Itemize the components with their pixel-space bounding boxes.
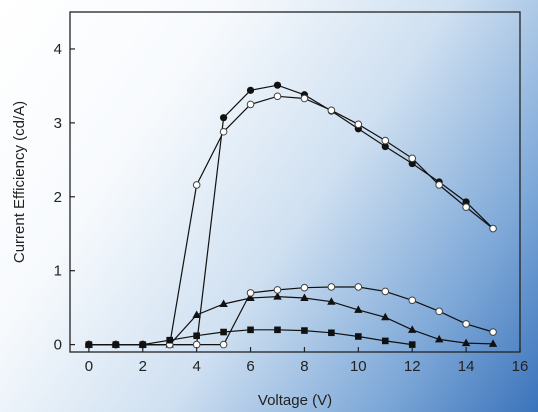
data-point: [408, 154, 417, 163]
data-point: [381, 337, 389, 345]
data-point: [273, 286, 282, 294]
data-point: [192, 310, 201, 319]
x-tick-label: 10: [350, 358, 367, 375]
data-point: [246, 289, 255, 297]
data-point: [327, 106, 336, 115]
data-point: [219, 299, 228, 307]
plot-frame: [69, 11, 521, 353]
data-point: [434, 334, 444, 343]
x-axis-label: Voltage (V): [258, 392, 332, 409]
data-point: [219, 127, 228, 136]
y-tick-label: 0: [54, 337, 62, 354]
x-tick-label: 8: [300, 358, 308, 375]
x-tick-label: 14: [458, 358, 475, 375]
data-point: [354, 305, 363, 313]
data-point: [192, 181, 201, 189]
data-point: [246, 293, 255, 302]
data-point: [273, 92, 282, 101]
y-tick-label: 4: [54, 41, 62, 58]
data-point: [327, 297, 336, 305]
data-point: [462, 198, 470, 206]
data-point: [408, 296, 417, 305]
data-point: [246, 100, 255, 109]
data-point: [192, 340, 201, 349]
data-point: [274, 326, 281, 334]
data-point: [488, 339, 498, 347]
data-point: [219, 114, 228, 122]
data-point: [435, 181, 443, 189]
data-point: [300, 94, 309, 103]
series-1-line: [88, 84, 494, 346]
data-point: [408, 159, 416, 168]
data-point: [461, 338, 471, 347]
data-point: [301, 327, 308, 334]
data-point: [381, 136, 390, 145]
x-tick-label: 4: [192, 358, 200, 375]
data-point: [489, 224, 497, 233]
data-point: [354, 283, 363, 291]
data-point: [300, 293, 309, 302]
y-tick-label: 1: [54, 263, 62, 280]
data-point: [273, 292, 282, 300]
x-tick-label: 2: [139, 358, 147, 375]
data-point: [462, 320, 470, 328]
data-point: [435, 307, 443, 316]
data-point: [220, 328, 227, 336]
data-point: [328, 329, 335, 337]
data-point: [489, 328, 497, 336]
data-point: [408, 325, 417, 333]
series-2-line: [88, 95, 494, 346]
data-point: [300, 283, 309, 292]
series-4-line: [88, 286, 494, 346]
data-point: [247, 326, 254, 334]
data-point: [408, 341, 416, 348]
data-point: [381, 312, 390, 321]
data-point: [219, 340, 228, 349]
data-point: [381, 142, 389, 151]
data-point: [193, 332, 200, 340]
x-tick-label: 6: [246, 358, 254, 375]
x-tick-label: 16: [512, 358, 529, 375]
data-point: [273, 81, 282, 89]
y-tick-label: 3: [54, 115, 62, 132]
data-point: [166, 336, 174, 344]
data-point: [139, 341, 147, 348]
series-layer: [84, 81, 498, 349]
y-axis-label: Current Efficiency (cd/A): [11, 101, 28, 263]
series-3-line: [88, 295, 494, 346]
data-point: [381, 287, 390, 296]
x-tick-label: 0: [85, 358, 93, 375]
x-tick-label: 12: [404, 358, 421, 375]
data-point: [355, 333, 362, 340]
data-point: [112, 341, 120, 348]
data-point: [85, 341, 93, 348]
data-point: [327, 283, 336, 291]
data-point: [462, 203, 470, 211]
data-point: [354, 120, 363, 129]
data-point: [246, 86, 255, 94]
y-tick-label: 2: [54, 189, 62, 206]
